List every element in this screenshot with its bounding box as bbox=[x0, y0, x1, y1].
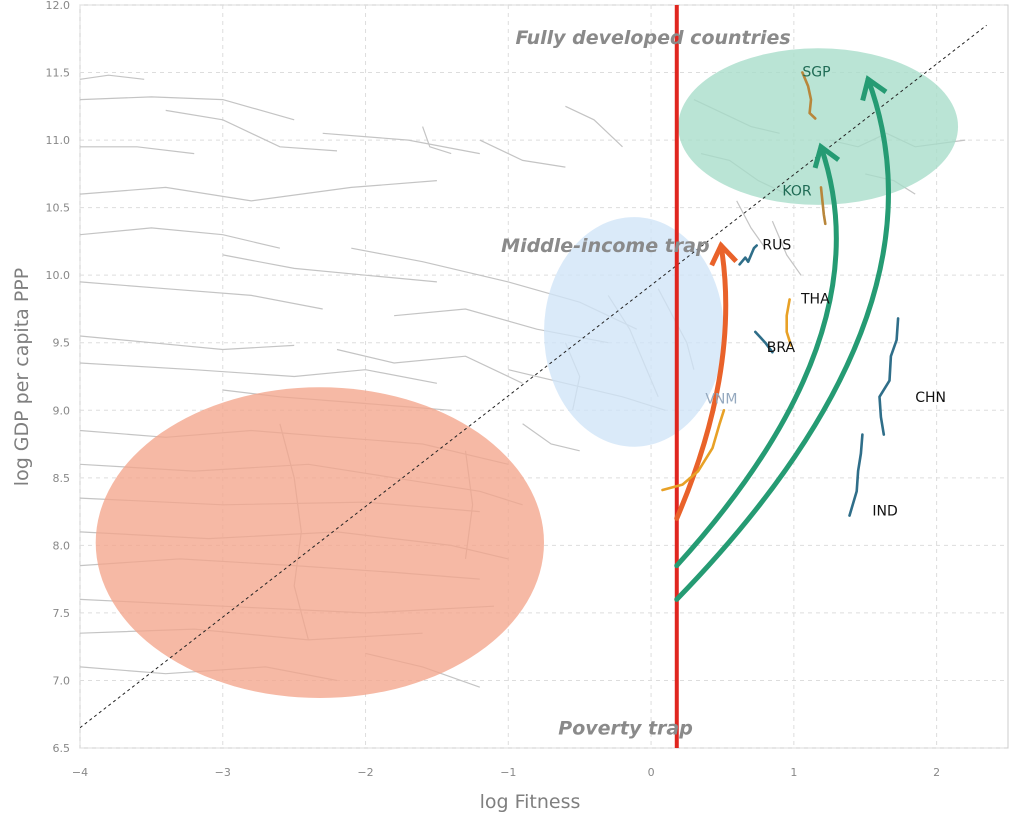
growth-arrow-head bbox=[812, 142, 841, 169]
diagonal-reference bbox=[80, 24, 987, 729]
series-line bbox=[848, 433, 864, 517]
y-tick-label: 9.0 bbox=[53, 404, 71, 417]
series-label: BRA bbox=[767, 340, 796, 356]
y-tick-label: 9.5 bbox=[53, 337, 71, 350]
trajectory-line bbox=[80, 74, 145, 80]
trajectory-line bbox=[479, 139, 566, 168]
trajectory-line bbox=[80, 335, 295, 351]
y-tick-label: 11.5 bbox=[46, 67, 71, 80]
series-line bbox=[819, 186, 827, 226]
region-labels: Poverty trap Middle-income trap Fully deve… bbox=[501, 27, 791, 739]
y-tick-label: 11.0 bbox=[46, 134, 71, 147]
growth-arrow bbox=[674, 242, 729, 521]
y-tick-label: 10.5 bbox=[46, 202, 71, 215]
series-label: CHN bbox=[915, 390, 946, 406]
trajectory-line bbox=[80, 96, 295, 121]
growth-arrows bbox=[674, 75, 891, 602]
series-line bbox=[785, 298, 793, 347]
x-tick-label: 1 bbox=[790, 766, 797, 779]
trajectory-line bbox=[336, 348, 523, 384]
trajectory-line bbox=[422, 126, 452, 155]
region-ellipse bbox=[544, 217, 724, 447]
series-label: IND bbox=[872, 504, 897, 520]
y-tick-labels: 6.5 7.0 7.5 8.0 8.5 9.0 9.5 10.0 10.5 11.0 11.5 12.… bbox=[46, 0, 71, 755]
y-tick-label: 8.0 bbox=[53, 539, 71, 552]
diagonal-line bbox=[80, 24, 987, 729]
growth-arrow-head bbox=[709, 241, 738, 267]
x-tick-label: −2 bbox=[357, 766, 373, 779]
trajectory-line bbox=[80, 227, 281, 249]
region-ellipse bbox=[95, 387, 545, 699]
trajectory-line bbox=[565, 105, 623, 148]
series-line bbox=[661, 409, 726, 492]
y-tick-label: 8.5 bbox=[53, 472, 71, 485]
trajectory-line bbox=[80, 146, 195, 155]
trajectory-line bbox=[80, 281, 323, 310]
x-tick-label: −3 bbox=[215, 766, 231, 779]
series-label: KOR bbox=[782, 183, 811, 199]
trajectory-line bbox=[80, 180, 437, 202]
x-tick-label: 2 bbox=[933, 766, 940, 779]
trajectory-line bbox=[222, 254, 437, 283]
growth-arrow bbox=[674, 76, 891, 602]
y-tick-label: 7.5 bbox=[53, 607, 71, 620]
trajectory-line bbox=[771, 220, 802, 276]
x-tick-label: −4 bbox=[72, 766, 88, 779]
series-line bbox=[738, 244, 758, 266]
series-line bbox=[878, 317, 900, 436]
y-tick-label: 6.5 bbox=[53, 742, 71, 755]
region-label: Poverty trap bbox=[558, 717, 693, 739]
region-label: Fully developed countries bbox=[515, 27, 790, 49]
growth-arrow-head bbox=[860, 75, 888, 102]
trajectory-line bbox=[736, 200, 766, 249]
y-axis-label: log GDP per capita PPP bbox=[11, 267, 33, 487]
region-label: Middle-income trap bbox=[501, 235, 709, 257]
trajectory-line bbox=[322, 132, 480, 155]
series-label: THA bbox=[800, 292, 830, 308]
y-tick-label: 7.0 bbox=[53, 674, 71, 687]
trajectory-line bbox=[522, 423, 580, 452]
series-label: SGP bbox=[802, 65, 830, 81]
y-tick-label: 10.0 bbox=[46, 269, 71, 282]
trajectory-line bbox=[165, 109, 338, 152]
x-tick-label: 0 bbox=[648, 766, 655, 779]
trajectory-line bbox=[80, 362, 438, 384]
x-tick-label: −1 bbox=[500, 766, 516, 779]
series-label: VNM bbox=[705, 392, 737, 408]
series-line bbox=[801, 71, 817, 120]
country-series: SGP KOR RUS THA BRA VNM CHN IND bbox=[661, 65, 946, 520]
x-tick-labels: −4 −3 −2 −1 0 1 2 bbox=[72, 766, 940, 779]
x-axis-label: log Fitness bbox=[479, 791, 581, 813]
y-tick-label: 12.0 bbox=[46, 0, 71, 12]
growth-arrow bbox=[674, 144, 839, 569]
series-label: RUS bbox=[762, 238, 791, 254]
series-line bbox=[754, 330, 774, 354]
